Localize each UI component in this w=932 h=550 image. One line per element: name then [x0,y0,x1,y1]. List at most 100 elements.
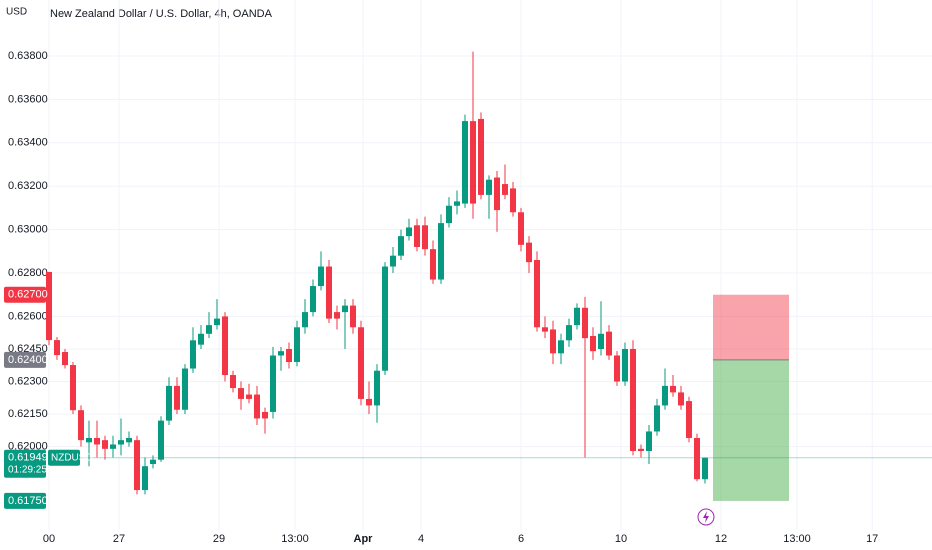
candle-body [94,437,100,445]
candle-body [454,201,460,206]
candle-body [110,444,116,449]
candle-body [638,448,644,451]
candle-body [158,420,164,460]
y-tick-label: 0.63600 [8,93,48,105]
candle-body [534,260,540,328]
candle-body [422,225,428,250]
y-tick-label: 0.62600 [8,310,48,322]
candle-body [590,335,596,352]
candle-body [230,375,236,389]
y-tick-label: 0.63400 [8,137,48,149]
candle-body [150,459,156,465]
candle-body [238,388,244,399]
candle-body [206,325,212,334]
candle-body [462,121,468,204]
candle-body [350,305,356,328]
y-tick-label: 0.62800 [8,267,48,279]
candle-body [358,327,364,399]
candle-body [214,318,220,326]
countdown: 01:29:25 [8,464,47,475]
candle-body [446,205,452,224]
candle-body [302,312,308,328]
candle-body [342,305,348,313]
candle-body [382,266,388,371]
y-tick-label: 0.63000 [8,224,48,236]
candle-body [414,225,420,247]
price-badge [4,351,46,368]
candle-body [118,440,124,445]
x-tick-label: 6 [518,533,524,545]
target-zone [713,359,789,501]
candle-body [270,355,276,412]
candle-body [86,437,92,443]
candle-body [182,368,188,410]
candle-body [686,401,692,438]
candle-body [662,385,668,406]
candle-body [198,333,204,345]
y-tick-label: 0.63200 [8,180,48,192]
candle-body [262,411,268,419]
x-tick-label: 29 [213,533,225,545]
candle-body [678,392,684,406]
candle-body [334,312,340,319]
candle-body [702,457,708,480]
candle-body [278,351,284,356]
price-badge [4,492,46,509]
y-tick-label: 0.62000 [8,441,48,453]
candle-body [46,271,52,341]
candle-body [254,394,260,419]
candle-body [470,121,476,204]
symbol-label: NZDUSD [51,452,93,463]
candle-body [190,340,196,369]
candle-body [566,325,572,341]
candle-body [406,227,412,237]
candle-body [142,466,148,491]
chart-title: New Zealand Dollar / U.S. Dollar, 4h, OA… [50,8,273,20]
event-icon-bolt [703,511,709,523]
candle-body [174,385,180,410]
y-tick-label: 0.62300 [8,375,48,387]
x-tick-label: 17 [866,533,878,545]
price-badge-label: 0.62700 [8,289,48,301]
candle-body [630,348,636,451]
candle-body [126,437,132,443]
candle-body [374,370,380,406]
candle-body [134,440,140,491]
candle-body [78,410,84,441]
current-price-label: 0.61949 [8,452,48,464]
stop-zone [713,294,789,360]
candle-body [598,333,604,349]
candle-body [502,184,508,195]
candle-body [398,236,404,256]
candle-body [518,212,524,245]
candle-body [478,118,484,195]
candle-body [286,348,292,363]
candle-body [510,188,516,213]
x-tick-label: 4 [418,533,424,545]
candle-body [166,385,172,421]
candle-body [614,355,620,382]
candle-body [526,242,532,263]
candle-body [102,440,108,449]
candle-body [438,223,444,280]
x-tick-label: 27 [113,533,125,545]
candle-body [294,327,300,363]
candle-body [310,286,316,313]
price-badge-label: 0.61750 [8,495,48,507]
candle-body [582,307,588,339]
candle-body [550,329,556,354]
candle-body [542,327,548,332]
candle-body [62,352,68,366]
candle-body [70,365,76,411]
price-badge [4,286,46,303]
x-tick-label: 12 [715,533,727,545]
candle-body [246,394,252,399]
x-tick-label: 00 [43,533,55,545]
candle-body [670,385,676,393]
x-tick-label: 10 [615,533,627,545]
candle-body [574,307,580,326]
candle-body [654,405,660,432]
candle-body [622,348,628,382]
candle-body [558,340,564,354]
candle-body [222,316,228,376]
